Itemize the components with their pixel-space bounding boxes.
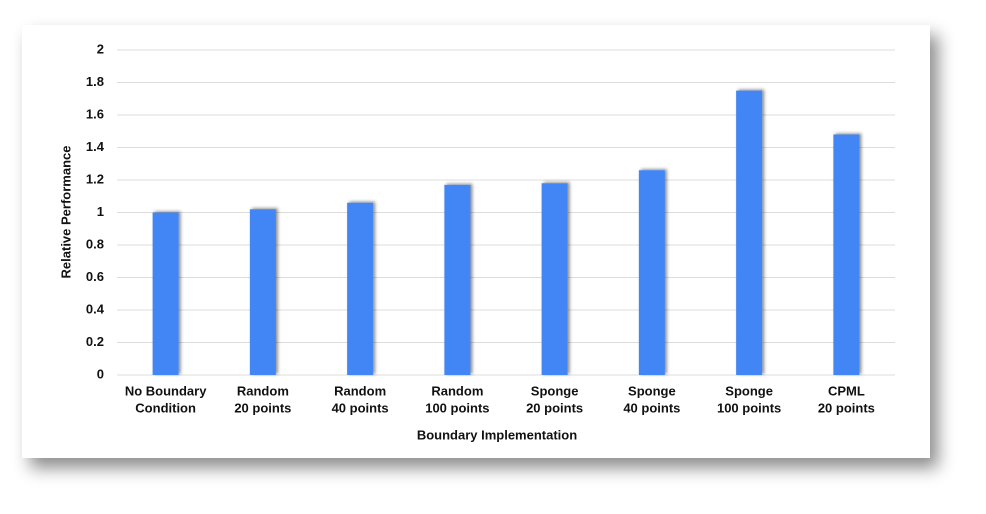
bar	[347, 202, 374, 375]
bar	[249, 209, 276, 375]
x-tick-label: 100 points	[425, 400, 489, 415]
y-tick-label: 1.6	[86, 106, 104, 121]
x-tick-label: 20 points	[818, 400, 875, 415]
y-tick-label: 0	[97, 366, 104, 381]
y-tick-label: 1	[97, 204, 104, 219]
bar	[444, 184, 471, 375]
y-tick-label: 1.2	[86, 171, 104, 186]
x-tick-label: Condition	[135, 400, 196, 415]
y-tick-label: 0.8	[86, 236, 104, 251]
x-tick-label: 100 points	[717, 400, 781, 415]
bar	[736, 90, 763, 375]
x-tick-label: CPML	[828, 383, 865, 398]
x-tick-label: Sponge	[628, 383, 676, 398]
bar	[638, 170, 665, 375]
y-tick-label: 0.6	[86, 269, 104, 284]
x-tick-label: Random	[237, 383, 289, 398]
bar	[541, 183, 568, 375]
x-axis-label: Boundary Implementation	[417, 427, 577, 442]
x-tick-label: Random	[431, 383, 483, 398]
x-tick-label: 40 points	[623, 400, 680, 415]
x-tick-label: 20 points	[526, 400, 583, 415]
y-tick-label: 0.2	[86, 334, 104, 349]
x-tick-label: 20 points	[234, 400, 291, 415]
x-tick-label: Random	[334, 383, 386, 398]
x-tick-label: Sponge	[725, 383, 773, 398]
y-tick-label: 2	[97, 41, 104, 56]
bar	[833, 134, 860, 375]
x-tick-label: 40 points	[332, 400, 389, 415]
y-tick-label: 1.4	[86, 139, 105, 154]
bar	[152, 212, 179, 375]
x-tick-label: Sponge	[531, 383, 579, 398]
x-tick-label: No Boundary	[125, 383, 207, 398]
y-axis-label: Relative Performance	[58, 146, 73, 279]
y-tick-label: 1.8	[86, 74, 104, 89]
y-tick-label: 0.4	[86, 301, 105, 316]
